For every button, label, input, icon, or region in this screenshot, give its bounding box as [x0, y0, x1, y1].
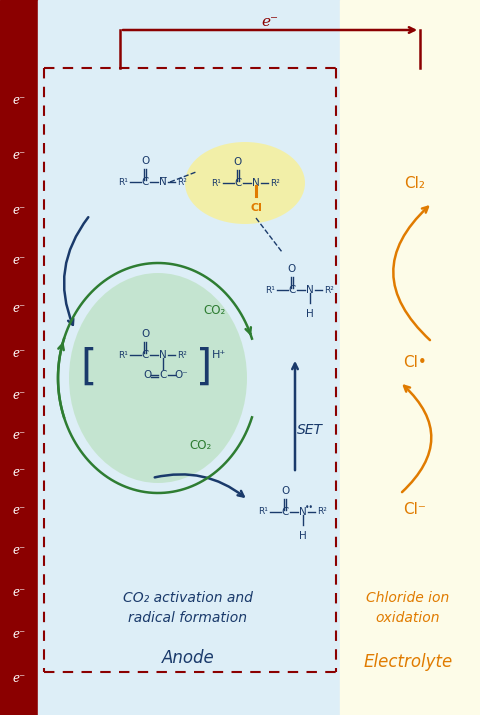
- Text: SET: SET: [297, 423, 323, 437]
- Text: R¹: R¹: [265, 285, 275, 295]
- Text: Cl₂: Cl₂: [405, 175, 425, 190]
- Text: R²: R²: [324, 285, 334, 295]
- Text: R²: R²: [177, 177, 187, 187]
- Text: e⁻: e⁻: [12, 254, 25, 267]
- Text: H: H: [299, 531, 307, 541]
- Text: e⁻: e⁻: [12, 149, 25, 162]
- Text: e⁻: e⁻: [262, 15, 278, 29]
- Ellipse shape: [69, 273, 247, 483]
- Text: H: H: [306, 309, 314, 319]
- Text: R¹: R¹: [211, 179, 221, 187]
- Bar: [0, 0, 38, 715]
- Text: C: C: [141, 350, 149, 360]
- Text: CO₂: CO₂: [189, 438, 211, 451]
- Text: O⁻: O⁻: [174, 370, 188, 380]
- Text: R¹: R¹: [118, 177, 128, 187]
- Text: N̅: N̅: [159, 177, 167, 187]
- Text: C: C: [234, 178, 242, 188]
- Text: C: C: [281, 507, 288, 517]
- Text: C: C: [288, 285, 296, 295]
- Text: C: C: [141, 177, 149, 187]
- Text: R¹: R¹: [118, 350, 128, 360]
- Text: R²: R²: [177, 350, 187, 360]
- Text: N: N: [252, 178, 260, 188]
- Text: [: [: [80, 347, 96, 389]
- Text: O: O: [281, 486, 289, 496]
- Text: O: O: [288, 264, 296, 274]
- Text: Electrolyte: Electrolyte: [363, 653, 453, 671]
- Text: Cl: Cl: [250, 203, 262, 213]
- Bar: [340, 0, 480, 715]
- Text: O: O: [141, 156, 149, 166]
- Text: e⁻: e⁻: [12, 94, 25, 107]
- Text: Anode: Anode: [162, 649, 215, 667]
- Text: e⁻: e⁻: [12, 628, 25, 641]
- Ellipse shape: [185, 142, 305, 224]
- Text: e⁻: e⁻: [12, 204, 25, 217]
- Text: CO₂ activation and
radical formation: CO₂ activation and radical formation: [123, 591, 253, 625]
- Text: e⁻: e⁻: [12, 465, 25, 478]
- Text: e⁻: e⁻: [12, 388, 25, 402]
- Text: ••: ••: [304, 503, 313, 511]
- Text: O: O: [143, 370, 151, 380]
- Text: e⁻: e⁻: [12, 302, 25, 315]
- Text: e⁻: e⁻: [12, 503, 25, 516]
- Text: N: N: [299, 507, 307, 517]
- Text: R²: R²: [317, 508, 327, 516]
- Text: Cl•: Cl•: [403, 355, 427, 370]
- Text: N: N: [159, 350, 167, 360]
- Text: ]: ]: [196, 347, 212, 389]
- Text: Chloride ion
oxidation: Chloride ion oxidation: [366, 591, 450, 625]
- Text: CO₂: CO₂: [204, 303, 226, 317]
- Text: e⁻: e⁻: [12, 586, 25, 598]
- Text: C: C: [159, 370, 167, 380]
- Text: R¹: R¹: [258, 508, 268, 516]
- Text: N: N: [306, 285, 314, 295]
- Text: e⁻: e⁻: [12, 347, 25, 360]
- Text: Cl⁻: Cl⁻: [404, 503, 426, 518]
- Text: H⁺: H⁺: [212, 350, 226, 360]
- Bar: [38, 0, 340, 715]
- Text: e⁻: e⁻: [12, 671, 25, 684]
- Text: R²: R²: [270, 179, 280, 187]
- Text: O: O: [141, 329, 149, 339]
- Text: O: O: [234, 157, 242, 167]
- Text: e⁻: e⁻: [12, 428, 25, 441]
- Text: e⁻: e⁻: [12, 543, 25, 556]
